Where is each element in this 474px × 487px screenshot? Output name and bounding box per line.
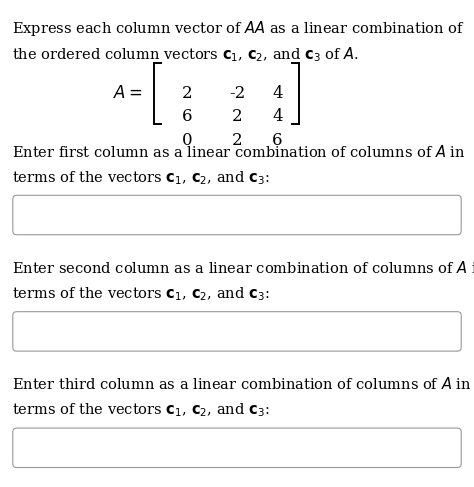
FancyBboxPatch shape xyxy=(13,312,461,351)
Text: 0: 0 xyxy=(182,132,192,149)
FancyBboxPatch shape xyxy=(13,428,461,468)
Text: Enter second column as a linear combination of columns of $A$ in: Enter second column as a linear combinat… xyxy=(12,260,474,276)
FancyBboxPatch shape xyxy=(13,195,461,235)
Text: 4: 4 xyxy=(272,109,283,125)
Text: the ordered column vectors $\mathbf{c}_1$, $\mathbf{c}_2$, and $\mathbf{c}_3$ of: the ordered column vectors $\mathbf{c}_1… xyxy=(12,45,359,63)
Text: 6: 6 xyxy=(182,109,192,125)
Text: Express each column vector of $AA$ as a linear combination of: Express each column vector of $AA$ as a … xyxy=(12,19,465,38)
Text: terms of the vectors $\mathbf{c}_1$, $\mathbf{c}_2$, and $\mathbf{c}_3$:: terms of the vectors $\mathbf{c}_1$, $\m… xyxy=(12,169,269,187)
Text: terms of the vectors $\mathbf{c}_1$, $\mathbf{c}_2$, and $\mathbf{c}_3$:: terms of the vectors $\mathbf{c}_1$, $\m… xyxy=(12,285,269,303)
Text: 2: 2 xyxy=(232,109,242,125)
Text: 6: 6 xyxy=(272,132,283,149)
Text: Enter third column as a linear combination of columns of $A$ in: Enter third column as a linear combinati… xyxy=(12,376,471,393)
Text: $A = $: $A = $ xyxy=(112,85,142,102)
Text: Enter first column as a linear combination of columns of $A$ in: Enter first column as a linear combinati… xyxy=(12,144,465,160)
Text: 2: 2 xyxy=(182,85,192,102)
Text: 4: 4 xyxy=(272,85,283,102)
Text: terms of the vectors $\mathbf{c}_1$, $\mathbf{c}_2$, and $\mathbf{c}_3$:: terms of the vectors $\mathbf{c}_1$, $\m… xyxy=(12,402,269,419)
Text: -2: -2 xyxy=(229,85,245,102)
Text: 2: 2 xyxy=(232,132,242,149)
